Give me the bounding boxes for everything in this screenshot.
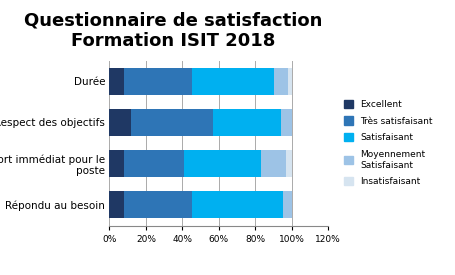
Bar bbox=[124, 150, 184, 177]
Bar bbox=[280, 109, 291, 136]
Bar bbox=[288, 68, 291, 95]
Bar bbox=[286, 150, 291, 177]
Bar bbox=[213, 109, 280, 136]
Bar bbox=[109, 150, 124, 177]
Bar bbox=[184, 150, 260, 177]
Bar bbox=[191, 68, 273, 95]
Bar bbox=[109, 68, 124, 95]
Text: Questionnaire de satisfaction
Formation ISIT 2018: Questionnaire de satisfaction Formation … bbox=[24, 11, 322, 50]
Legend: Excellent, Très satisfaisant, Satisfaisant, Moyennement
Satisfaisant, Insatisfai: Excellent, Très satisfaisant, Satisfaisa… bbox=[343, 100, 432, 186]
Bar bbox=[131, 109, 213, 136]
Bar bbox=[109, 191, 124, 218]
Bar bbox=[282, 191, 291, 218]
Bar bbox=[191, 191, 282, 218]
Bar bbox=[273, 68, 288, 95]
Bar bbox=[124, 68, 191, 95]
Bar bbox=[109, 109, 131, 136]
Bar bbox=[260, 150, 286, 177]
Bar bbox=[124, 191, 191, 218]
